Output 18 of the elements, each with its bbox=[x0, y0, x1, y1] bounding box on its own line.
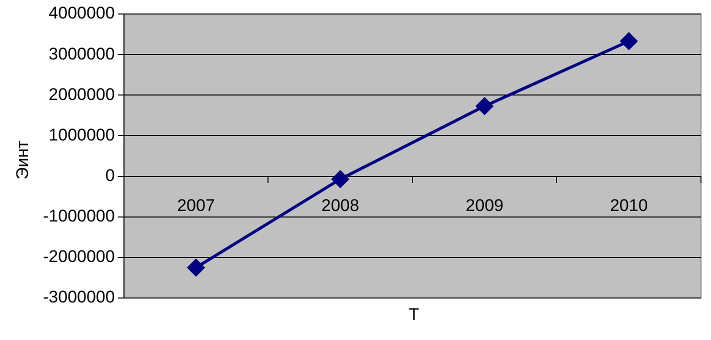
y-tick-label: 4000000 bbox=[48, 4, 115, 23]
point bbox=[332, 170, 349, 188]
x-tick-label: 2009 bbox=[466, 196, 504, 216]
point bbox=[187, 259, 204, 276]
y-tick-label: 0 bbox=[105, 166, 115, 185]
y-tick-label: 3000000 bbox=[48, 44, 115, 64]
y-tick-label: 2000000 bbox=[48, 84, 115, 104]
x-axis-title: T bbox=[408, 305, 420, 325]
x-tick-label: 2010 bbox=[610, 196, 648, 216]
y-tick-label: -2000000 bbox=[43, 247, 115, 266]
point bbox=[476, 98, 494, 115]
y-tick-label: -3000000 bbox=[43, 288, 115, 307]
x-tick-label: 2007 bbox=[177, 196, 215, 216]
x-tick-label: 2008 bbox=[321, 196, 360, 216]
y-axis-title: Эинт bbox=[13, 140, 33, 182]
point bbox=[620, 32, 638, 50]
y-tick-label: 1000000 bbox=[48, 125, 115, 144]
y-tick-label: -1000000 bbox=[43, 206, 115, 226]
